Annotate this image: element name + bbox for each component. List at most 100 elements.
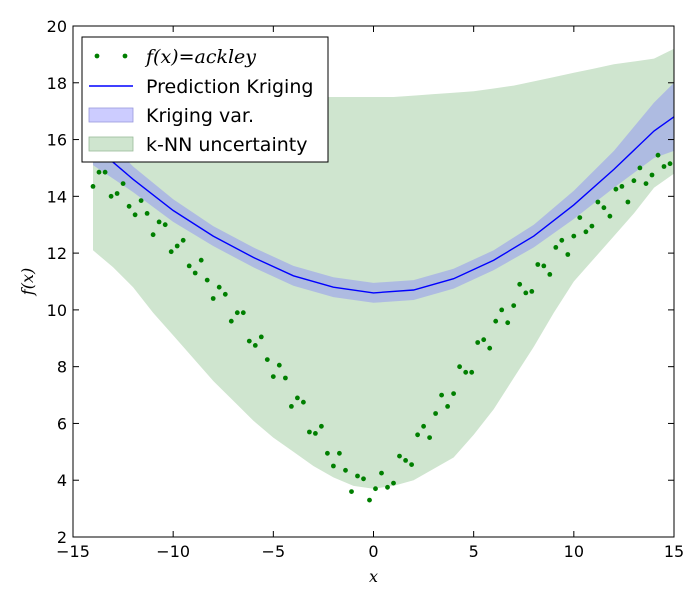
legend-label: f(x)=ackley — [144, 46, 256, 68]
data-point — [541, 263, 547, 269]
data-point — [631, 178, 637, 184]
data-point — [325, 450, 330, 456]
data-point — [643, 181, 649, 187]
data-point — [192, 270, 198, 276]
data-point — [331, 463, 336, 469]
data-point — [114, 191, 120, 196]
data-point — [493, 318, 499, 324]
data-point — [120, 181, 126, 187]
data-point — [367, 497, 372, 503]
data-point — [613, 186, 619, 192]
data-point — [126, 203, 132, 209]
data-point — [589, 223, 595, 229]
x-tick-label: −15 — [56, 542, 90, 561]
data-point — [295, 395, 300, 401]
data-point — [138, 198, 144, 204]
x-tick-label: 10 — [564, 542, 584, 561]
data-point — [463, 369, 469, 375]
data-point — [481, 337, 487, 343]
data-point — [168, 249, 174, 255]
data-point — [246, 338, 252, 344]
data-point — [337, 450, 342, 456]
data-point — [487, 345, 493, 351]
y-tick-label: 8 — [57, 358, 67, 377]
data-point — [469, 369, 475, 375]
data-point — [397, 453, 402, 459]
data-point — [583, 229, 589, 235]
data-point — [667, 161, 673, 167]
data-point — [216, 284, 222, 290]
data-point — [607, 213, 613, 219]
data-point — [391, 480, 396, 486]
data-point — [186, 263, 192, 269]
data-point — [355, 473, 360, 479]
data-point — [649, 172, 655, 178]
data-point — [499, 307, 505, 313]
data-point — [319, 423, 324, 429]
data-point — [451, 391, 456, 396]
data-point — [144, 211, 150, 216]
data-point — [565, 252, 571, 257]
data-point — [307, 429, 312, 435]
y-tick-label: 14 — [47, 187, 67, 206]
data-point — [379, 470, 384, 476]
legend-marker-knn — [88, 136, 134, 152]
y-tick-label: 2 — [57, 528, 67, 547]
x-tick-label: −10 — [156, 542, 190, 561]
x-tick-label: 5 — [469, 542, 479, 561]
data-point — [403, 458, 408, 463]
y-tick-label: 18 — [47, 74, 67, 93]
y-tick-label: 16 — [47, 131, 67, 150]
ticks-layer: −15 −10 −5 0 5 10 15 2 4 6 8 10 12 14 16 18 20 — [47, 17, 685, 561]
data-point — [204, 277, 210, 283]
legend-label: k-NN uncertainty — [146, 134, 307, 156]
data-point — [361, 476, 366, 482]
data-point — [373, 486, 378, 492]
x-tick-label: −5 — [262, 542, 286, 561]
legend-marker-points — [122, 53, 128, 59]
y-tick-label: 6 — [57, 414, 67, 433]
y-tick-label: 12 — [47, 244, 67, 263]
legend-label: Kriging var. — [146, 105, 254, 127]
data-point — [132, 212, 138, 218]
data-point — [90, 184, 96, 189]
data-point — [505, 320, 511, 326]
data-point — [313, 431, 318, 436]
data-point — [595, 199, 601, 205]
data-point — [270, 374, 276, 379]
data-point — [457, 364, 462, 370]
data-point — [625, 199, 631, 205]
data-point — [571, 233, 577, 239]
y-tick-label: 20 — [47, 17, 67, 36]
legend-marker-points — [94, 53, 100, 59]
data-point — [258, 334, 264, 340]
data-point — [252, 343, 258, 348]
data-point — [409, 462, 414, 467]
data-point — [349, 489, 354, 494]
data-point — [210, 296, 216, 301]
y-tick-label: 10 — [47, 301, 67, 320]
legend-marker-kriging — [88, 107, 134, 123]
data-point — [276, 362, 282, 368]
data-point — [96, 169, 102, 175]
data-point — [343, 467, 348, 473]
data-point — [228, 318, 234, 324]
prediction-kriging-line — [92, 116, 675, 294]
data-point — [601, 205, 607, 211]
data-point — [162, 222, 168, 228]
data-point — [240, 310, 246, 316]
legend: f(x)=ackley Prediction Kriging Kriging var… — [81, 36, 329, 163]
x-tick-label: 0 — [368, 542, 378, 561]
data-point — [283, 375, 288, 381]
data-point — [264, 357, 270, 362]
data-point — [180, 237, 186, 243]
y-axis-label: f(x) — [18, 268, 37, 296]
data-point — [108, 193, 114, 199]
data-point — [222, 291, 228, 297]
data-point — [156, 219, 162, 225]
x-axis-label: x — [369, 567, 378, 586]
data-point — [529, 289, 535, 294]
data-point — [637, 165, 643, 171]
data-point — [427, 435, 432, 440]
